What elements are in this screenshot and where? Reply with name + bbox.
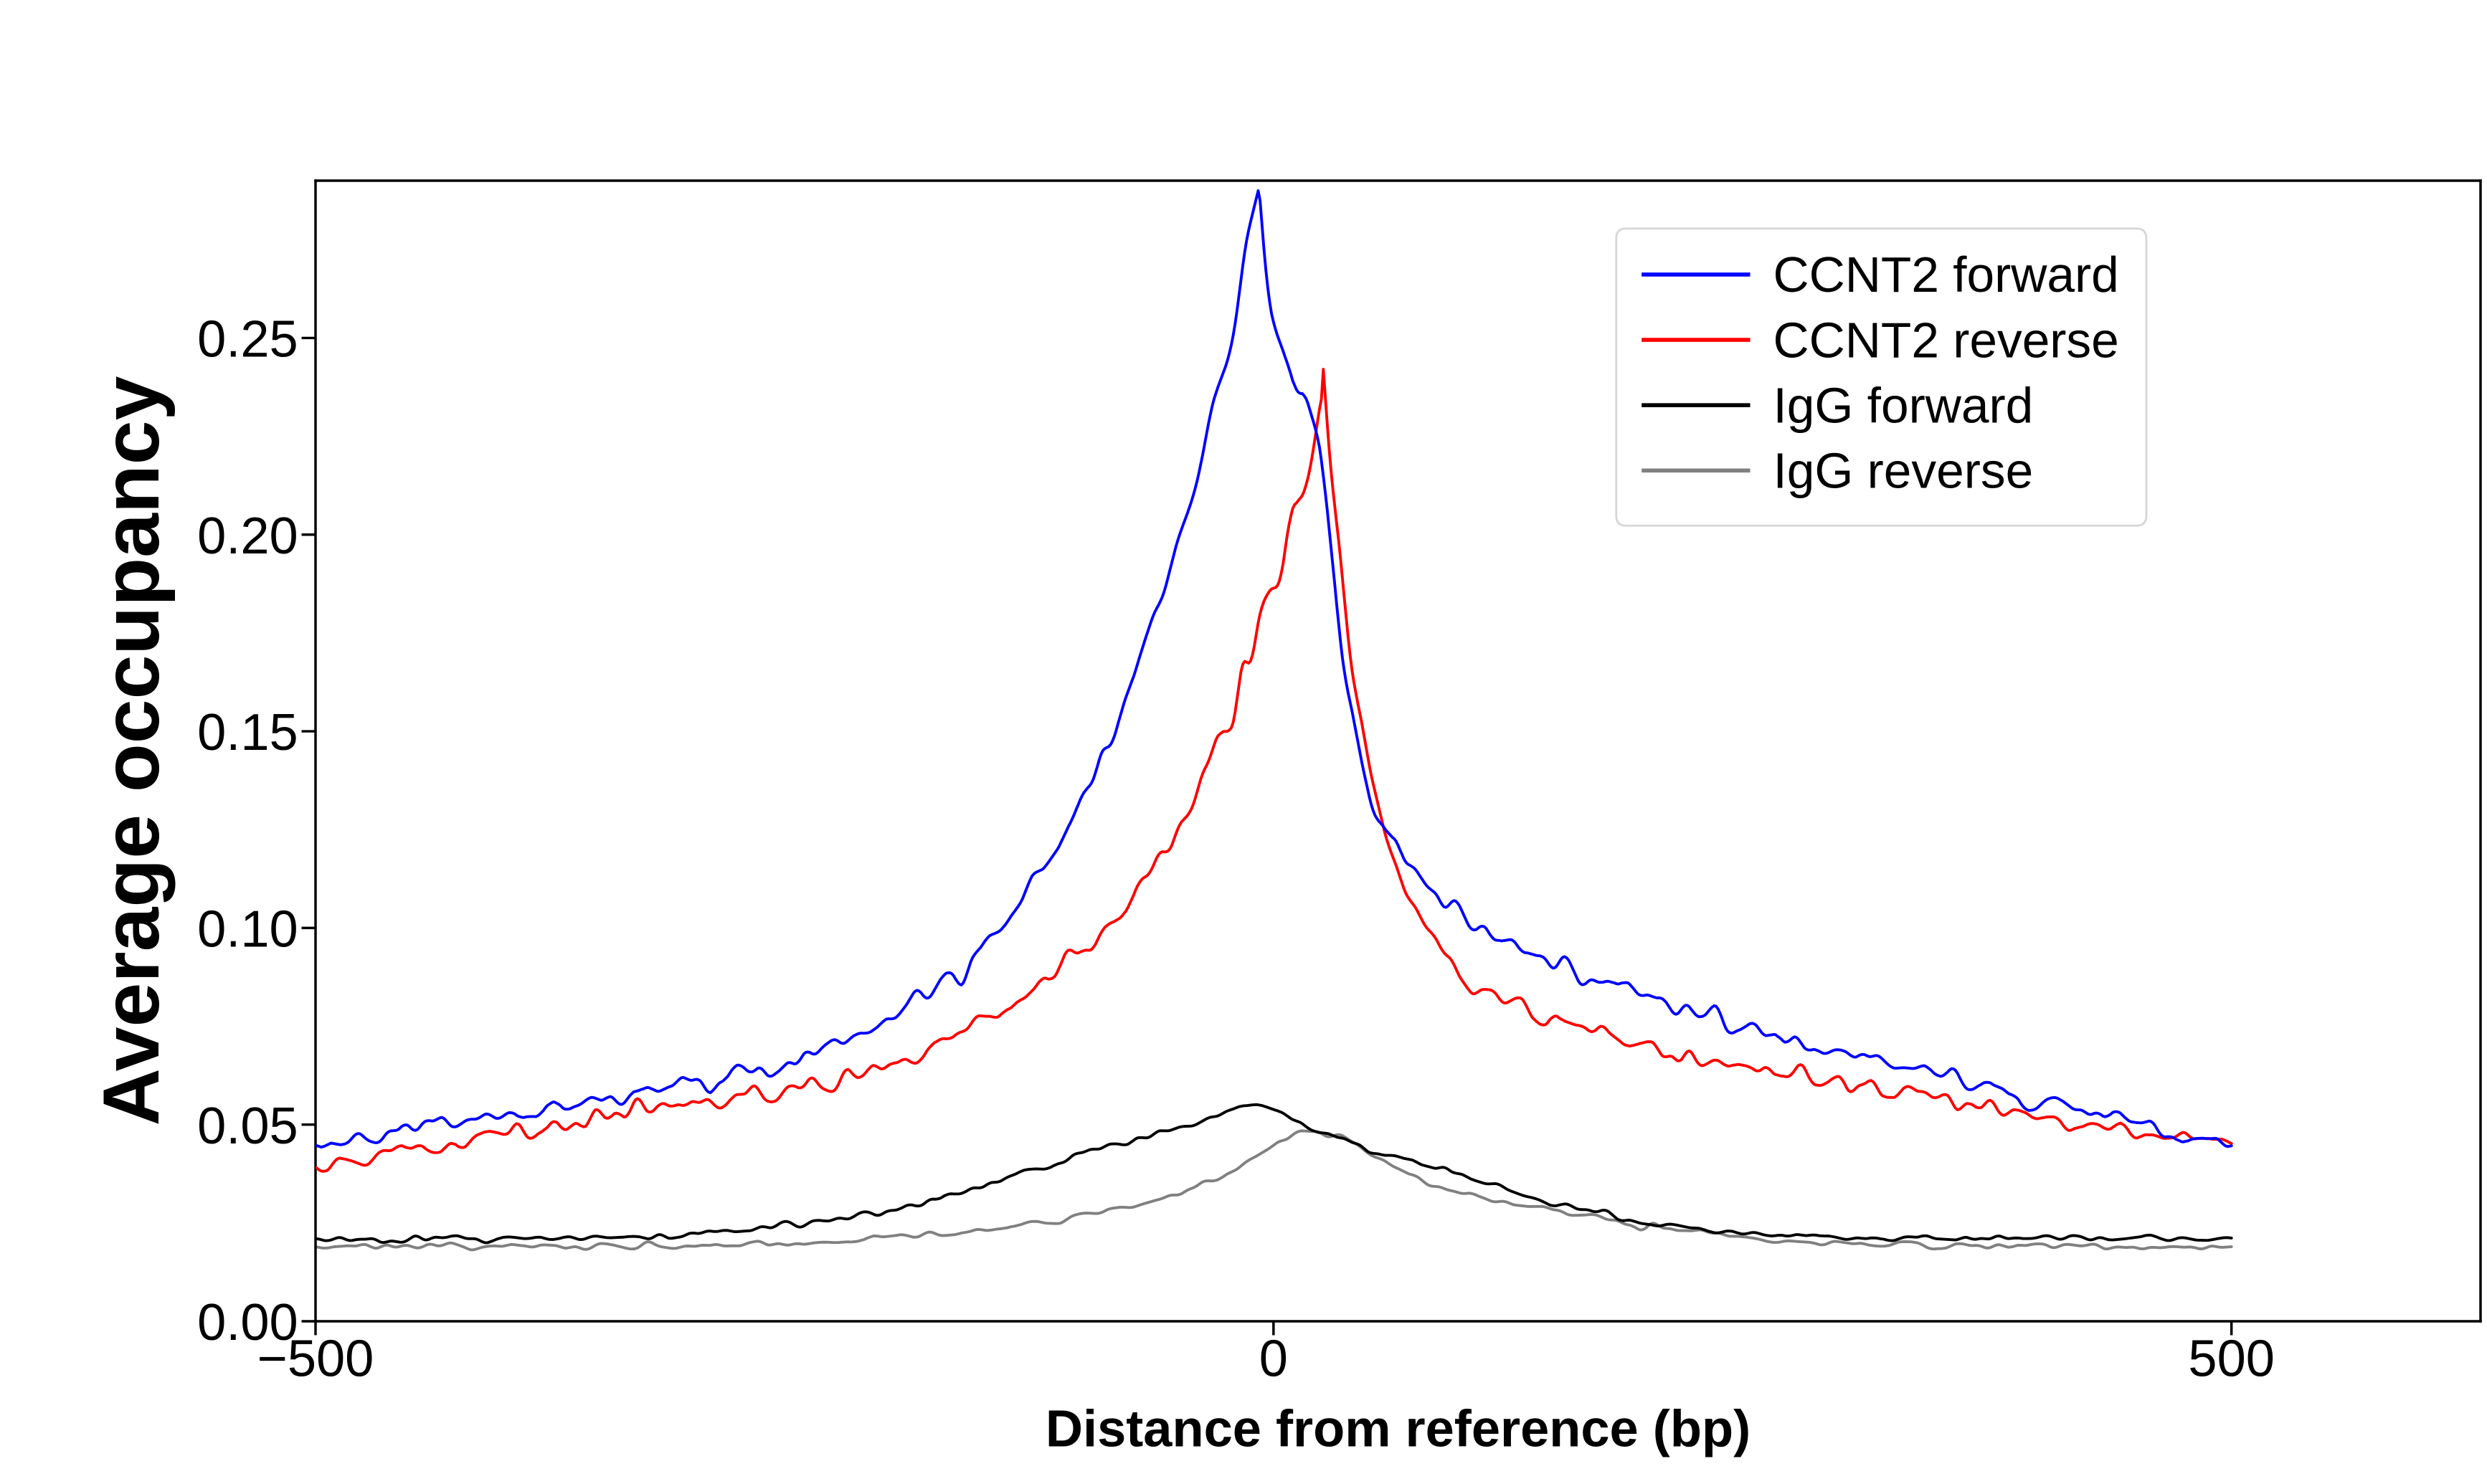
svg-text:0.10: 0.10 (197, 901, 298, 959)
svg-text:500: 500 (2188, 1331, 2275, 1388)
svg-text:IgG forward: IgG forward (1773, 377, 2033, 433)
svg-text:0: 0 (1259, 1331, 1288, 1388)
svg-text:Distance from reference (bp): Distance from reference (bp) (1046, 1401, 1751, 1458)
svg-text:0.00: 0.00 (197, 1294, 298, 1351)
svg-text:Average occupancy: Average occupancy (86, 376, 176, 1126)
svg-text:0.05: 0.05 (197, 1098, 298, 1155)
svg-text:0.15: 0.15 (197, 704, 298, 761)
svg-text:0.20: 0.20 (197, 508, 298, 565)
svg-text:IgG reverse: IgG reverse (1773, 443, 2033, 499)
svg-text:CCNT2 forward: CCNT2 forward (1773, 247, 2118, 303)
svg-text:CCNT2 reverse: CCNT2 reverse (1773, 312, 2118, 368)
svg-text:0.25: 0.25 (197, 311, 298, 368)
